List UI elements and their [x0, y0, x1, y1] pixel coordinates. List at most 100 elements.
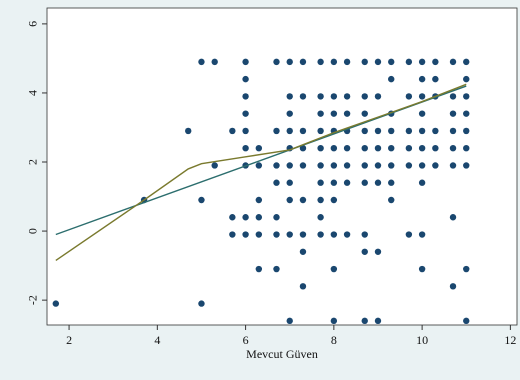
scatter-point: [198, 300, 205, 307]
scatter-point: [463, 317, 470, 325]
scatter-point: [273, 179, 280, 186]
scatter-point: [330, 231, 338, 238]
scatter-point: [242, 58, 249, 66]
scatter-point: [273, 231, 280, 238]
scatter-point: [388, 75, 395, 83]
scatter-point: [463, 265, 470, 273]
scatter-point: [418, 144, 426, 152]
scatter-point: [317, 127, 324, 135]
scatter-point: [286, 162, 293, 169]
scatter-point: [374, 179, 382, 186]
scatter-point: [317, 231, 324, 238]
scatter-point: [299, 283, 307, 290]
scatter-point: [361, 144, 368, 152]
scatter-point: [242, 93, 249, 100]
scatter-point: [299, 127, 307, 135]
scatter-point: [361, 231, 368, 238]
scatter-point: [242, 214, 249, 221]
scatter-point: [299, 93, 307, 100]
scatter-point: [211, 162, 218, 169]
scatter-point: [463, 162, 470, 169]
scatter-point: [255, 214, 263, 221]
scatter-point: [330, 196, 338, 204]
scatter-point: [405, 162, 413, 169]
x-tick-label: 8: [331, 333, 337, 347]
scatter-point: [317, 196, 324, 204]
scatter-point: [198, 58, 205, 66]
scatter-point: [449, 162, 457, 169]
scatter-point: [361, 93, 368, 100]
x-tick-label: 2: [66, 333, 72, 347]
scatter-point: [317, 110, 324, 117]
scatter-point: [317, 58, 324, 66]
scatter-point: [286, 317, 293, 325]
scatter-point: [330, 162, 338, 169]
scatter-point: [432, 162, 439, 169]
scatter-point: [343, 144, 351, 152]
scatter-point: [286, 58, 293, 66]
scatter-point: [343, 58, 351, 66]
scatter-point: [317, 162, 324, 169]
scatter-point: [361, 110, 368, 117]
scatter-point: [299, 231, 307, 238]
scatter-point: [273, 58, 280, 66]
scatter-point: [374, 144, 382, 152]
scatter-point: [330, 110, 338, 117]
scatter-point: [343, 179, 351, 186]
scatter-point: [242, 75, 249, 83]
scatter-point: [463, 110, 470, 117]
scatter-point: [405, 93, 413, 100]
scatter-point: [255, 265, 263, 273]
scatter-point: [449, 93, 457, 100]
scatter-point: [449, 144, 457, 152]
scatter-point: [273, 265, 280, 273]
scatter-point: [211, 58, 218, 66]
scatter-point: [405, 58, 413, 66]
scatter-point: [286, 110, 293, 117]
scatter-point: [418, 58, 426, 66]
scatter-point: [388, 144, 395, 152]
scatter-point: [418, 179, 426, 186]
scatter-point: [299, 196, 307, 204]
scatter-point: [449, 58, 457, 66]
scatter-point: [229, 214, 236, 221]
scatter-point: [432, 75, 439, 83]
scatter-point: [432, 58, 439, 66]
scatter-point: [361, 162, 368, 169]
scatter-point: [343, 93, 351, 100]
scatter-point: [463, 127, 470, 135]
scatter-point: [418, 110, 426, 117]
scatter-point: [449, 214, 457, 221]
scatter-point: [405, 144, 413, 152]
scatter-point: [374, 58, 382, 66]
scatter-point: [374, 127, 382, 135]
y-tick-label: -2: [26, 295, 40, 305]
scatter-point: [317, 214, 324, 221]
scatter-point: [418, 231, 426, 238]
scatter-point: [52, 300, 60, 307]
scatter-point: [286, 93, 293, 100]
y-tick-label: 6: [26, 21, 40, 27]
scatter-point: [229, 127, 236, 135]
y-tick-label: 2: [26, 159, 40, 165]
scatter-point: [273, 162, 280, 169]
scatter-point: [463, 75, 470, 83]
scatter-point: [361, 127, 368, 135]
scatter-point: [418, 75, 426, 83]
scatter-point: [242, 110, 249, 117]
scatter-point: [330, 179, 338, 186]
scatter-point: [449, 127, 457, 135]
scatter-point: [388, 179, 395, 186]
scatter-point: [432, 127, 439, 135]
scatter-point: [255, 144, 263, 152]
scatter-point: [418, 265, 426, 273]
x-tick-label: 4: [154, 333, 160, 347]
scatter-point: [242, 127, 249, 135]
scatter-point: [343, 162, 351, 169]
y-tick-label: 0: [26, 228, 40, 234]
scatter-point: [330, 144, 338, 152]
scatter-point: [286, 231, 293, 238]
scatter-point: [361, 179, 368, 186]
scatter-point: [374, 248, 382, 255]
